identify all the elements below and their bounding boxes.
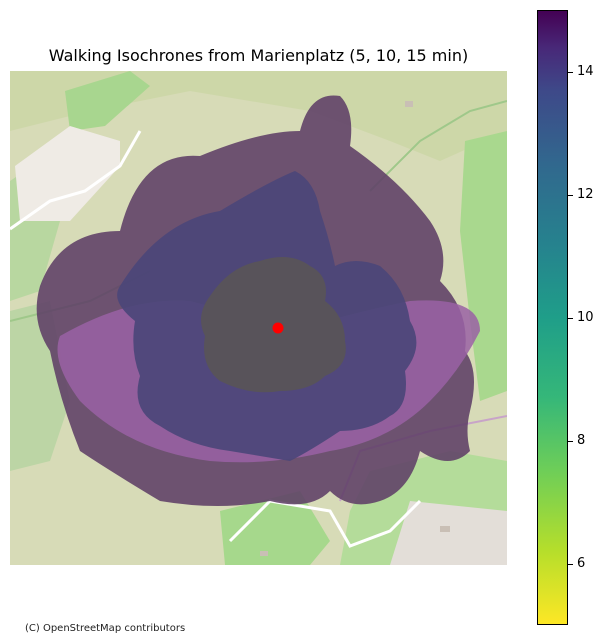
map-attribution: (C) OpenStreetMap contributors bbox=[23, 623, 188, 634]
origin-marker[interactable] bbox=[272, 322, 284, 334]
colorbar-tick bbox=[568, 194, 573, 196]
basemap-road bbox=[9, 130, 142, 231]
basemap-building bbox=[260, 551, 268, 556]
colorbar-tick-label: 6 bbox=[577, 555, 586, 571]
colorbar-tick-label: 12 bbox=[577, 186, 594, 202]
colorbar-tick bbox=[568, 317, 573, 319]
basemap-building bbox=[440, 526, 450, 532]
colorbar-tick-label: 8 bbox=[577, 432, 586, 448]
basemap-path bbox=[369, 100, 508, 192]
colorbar-tick-label: 14 bbox=[577, 63, 594, 79]
colorbar-tick bbox=[568, 563, 573, 565]
colorbar-tick-label: 10 bbox=[577, 309, 594, 325]
basemap-residential bbox=[390, 501, 507, 565]
basemap-road bbox=[228, 499, 422, 548]
basemap-meadow bbox=[65, 71, 150, 131]
isochrone-5-min bbox=[201, 257, 346, 393]
colorbar-tick bbox=[568, 71, 573, 73]
map-panel[interactable]: (C) OpenStreetMap contributors bbox=[9, 71, 508, 634]
basemap-residential bbox=[15, 126, 120, 221]
basemap-building bbox=[405, 101, 413, 107]
basemap-meadow bbox=[220, 491, 330, 565]
map-title: Walking Isochrones from Marienplatz (5, … bbox=[48, 46, 469, 65]
map-canvas bbox=[9, 71, 508, 565]
colorbar-tick bbox=[568, 440, 573, 442]
colorbar bbox=[537, 10, 568, 625]
